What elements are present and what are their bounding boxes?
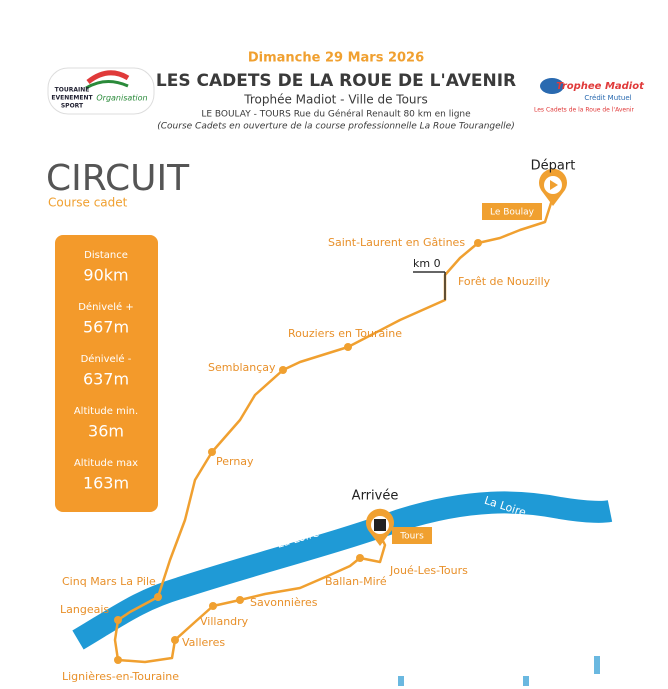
start-label: Départ bbox=[531, 159, 576, 174]
stat-value: 90km bbox=[83, 266, 128, 285]
stat-value: 163m bbox=[83, 474, 129, 493]
place-label: Rouziers en Touraine bbox=[288, 327, 402, 340]
logo-swoosh bbox=[86, 70, 130, 85]
place-label: Langeais bbox=[60, 603, 109, 616]
note: (Course Cadets en ouverture de la course… bbox=[157, 122, 514, 132]
place-label: Joué-Les-Tours bbox=[389, 564, 468, 577]
stat-label: Altitude max bbox=[74, 458, 138, 469]
place-dot bbox=[344, 343, 352, 351]
logo-frame bbox=[47, 67, 155, 115]
start-pin bbox=[550, 180, 558, 190]
place-dot bbox=[114, 616, 122, 624]
start-tag-bg bbox=[482, 203, 542, 220]
route: LE BOULAY - TOURS Rue du Général Renault… bbox=[201, 109, 471, 120]
logo-tagline: Les Cadets de la Roue de l'Avenir bbox=[534, 107, 635, 114]
logo-sponsor: Crédit Mutuel bbox=[584, 94, 631, 102]
place-label: Saint-Laurent en Gâtines bbox=[328, 236, 465, 249]
place-dots bbox=[114, 239, 482, 664]
place-dot bbox=[236, 596, 244, 604]
place-dot bbox=[356, 554, 364, 562]
river bbox=[72, 491, 613, 650]
place-label: Semblançay bbox=[208, 361, 276, 374]
place-label: Lignières-en-Touraine bbox=[62, 670, 179, 683]
place-label: Pernay bbox=[216, 455, 254, 468]
place-label: Ballan-Miré bbox=[325, 575, 387, 588]
place-dot bbox=[209, 602, 217, 610]
icon bbox=[398, 676, 404, 686]
stat-label: Distance bbox=[84, 250, 128, 261]
place-dot bbox=[114, 656, 122, 664]
place-dot bbox=[154, 593, 162, 601]
circuit-title: CIRCUIT bbox=[46, 158, 190, 199]
logo-line: TOURAINE bbox=[55, 87, 90, 94]
logo-swoosh bbox=[85, 80, 129, 90]
place-label: Savonnières bbox=[250, 596, 318, 609]
stat-label: Altitude min. bbox=[74, 406, 138, 417]
title: LES CADETS DE LA ROUE DE L'AVENIR bbox=[156, 71, 516, 91]
stat-value: 637m bbox=[83, 370, 129, 389]
place-label: Villandry bbox=[200, 615, 249, 628]
logo-line: EVENEMENT bbox=[51, 95, 93, 102]
finish-tag: Tours bbox=[399, 532, 424, 542]
start-tag: Le Boulay bbox=[490, 208, 535, 218]
stat-value: 567m bbox=[83, 318, 129, 337]
logo-tag: Organisation bbox=[96, 94, 147, 103]
place-label: Valleres bbox=[182, 636, 225, 649]
date: Dimanche 29 Mars 2026 bbox=[248, 51, 424, 66]
place-label: Cinq Mars La Pile bbox=[62, 575, 156, 588]
km0-label: km 0 bbox=[413, 257, 441, 270]
subtitle: Trophée Madiot - Ville de Tours bbox=[243, 93, 427, 107]
logo-name: Trophee Madiot bbox=[556, 81, 645, 92]
icon bbox=[523, 676, 529, 686]
stat-value: 36m bbox=[88, 422, 124, 441]
stat-label: Dénivelé + bbox=[78, 301, 134, 313]
finish-tag-bg bbox=[392, 527, 432, 544]
icons bbox=[398, 656, 600, 686]
place-dot bbox=[279, 366, 287, 374]
place-dot bbox=[171, 636, 179, 644]
stats-box bbox=[55, 235, 158, 512]
icon bbox=[594, 656, 600, 674]
finish-label: Arrivée bbox=[352, 489, 399, 504]
logo-mark bbox=[540, 78, 564, 94]
finish-flag bbox=[374, 519, 386, 531]
place-label: Forêt de Nouzilly bbox=[458, 275, 551, 288]
circuit-subtitle: Course cadet bbox=[48, 196, 128, 210]
place-dot bbox=[208, 448, 216, 456]
stat-label: Dénivelé - bbox=[81, 353, 132, 365]
logo-line: SPORT bbox=[61, 103, 84, 110]
place-dot bbox=[474, 239, 482, 247]
stats: Distance 90km Dénivelé + 567m Dénivelé - 637m… bbox=[74, 250, 138, 493]
